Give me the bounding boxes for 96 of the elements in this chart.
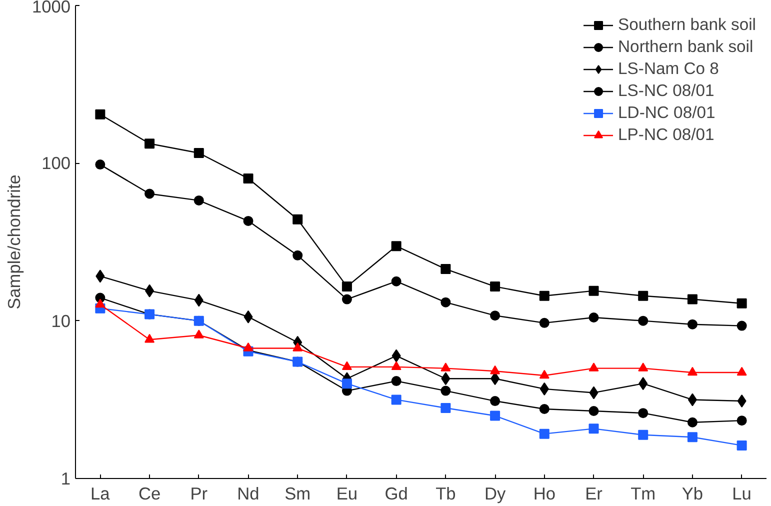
point — [539, 318, 550, 328]
point — [440, 386, 451, 396]
point — [144, 188, 155, 199]
point — [440, 362, 451, 372]
legend-label: LS-Nam Co 8 — [618, 59, 719, 79]
point — [490, 310, 500, 321]
x-tick-label: Sm — [284, 484, 311, 504]
x-tick-label: Ho — [533, 484, 556, 504]
point — [589, 386, 598, 400]
y-tick-label: 1000 — [32, 0, 71, 16]
x-tick-label: Tm — [630, 484, 656, 504]
point — [194, 195, 204, 206]
y-tick-label: 10 — [51, 310, 71, 331]
point — [342, 282, 352, 292]
point — [440, 264, 451, 274]
point — [194, 148, 204, 158]
legend-label: LS-NC 08/01 — [618, 81, 714, 101]
x-tick-label: La — [90, 484, 110, 504]
point — [638, 430, 648, 440]
y-tick-label: 100 — [42, 153, 71, 174]
point — [490, 365, 500, 374]
point — [342, 361, 352, 370]
point — [736, 298, 747, 308]
point — [243, 173, 254, 184]
point — [194, 294, 204, 307]
point — [292, 214, 303, 224]
point — [144, 334, 155, 343]
point — [292, 250, 303, 260]
point — [588, 424, 599, 434]
point — [391, 276, 402, 286]
x-tick-label: Nd — [237, 484, 260, 504]
x-tick-label: Ce — [138, 484, 161, 504]
point — [391, 241, 402, 252]
point — [638, 377, 648, 390]
point — [243, 342, 254, 352]
point — [638, 362, 648, 372]
point — [687, 319, 698, 330]
point — [95, 298, 106, 308]
point — [391, 376, 402, 386]
x-tick-label: Tb — [436, 484, 456, 504]
point — [737, 394, 746, 408]
legend-label: LP-NC 08/01 — [618, 125, 714, 145]
point — [687, 417, 698, 428]
point — [736, 320, 747, 331]
y-tick-label: 1 — [60, 468, 71, 488]
point — [588, 362, 599, 372]
point — [588, 286, 599, 296]
point — [244, 310, 253, 324]
point — [342, 294, 352, 304]
point — [440, 297, 451, 308]
x-tick-label: Gd — [384, 484, 408, 504]
point — [391, 361, 402, 370]
x-tick-label: Pr — [190, 484, 208, 504]
point — [688, 393, 697, 406]
legend-label: Northern bank soil — [618, 37, 754, 57]
x-tick-label: Er — [585, 484, 603, 504]
point — [638, 316, 648, 326]
point — [588, 406, 599, 416]
point — [638, 290, 648, 301]
y-axis-title: Sample/chondrite — [4, 174, 24, 310]
point — [145, 284, 154, 298]
point — [539, 290, 550, 301]
point — [392, 349, 401, 362]
point — [490, 372, 500, 386]
point — [539, 370, 550, 379]
point — [588, 312, 599, 322]
point — [736, 416, 747, 426]
point — [441, 372, 450, 386]
point — [687, 432, 698, 442]
point — [243, 216, 254, 226]
x-tick-label: Lu — [732, 484, 752, 504]
point — [736, 440, 747, 450]
point — [539, 428, 550, 439]
point — [540, 382, 549, 396]
point — [95, 109, 106, 120]
point — [736, 366, 747, 376]
point — [687, 294, 698, 304]
point — [96, 270, 105, 283]
legend-label: Southern bank soil — [618, 15, 756, 35]
point — [391, 394, 402, 405]
x-tick-label: Dy — [484, 484, 506, 504]
point — [144, 138, 155, 149]
point — [440, 403, 451, 413]
x-tick-label: Yb — [682, 484, 704, 504]
point — [490, 396, 500, 406]
point — [539, 404, 550, 414]
point — [490, 282, 500, 292]
point — [95, 160, 106, 170]
point — [638, 408, 648, 418]
point — [292, 342, 303, 352]
point — [342, 378, 352, 389]
point — [194, 330, 204, 338]
x-tick-label: Eu — [336, 484, 358, 504]
point — [490, 410, 500, 421]
legend-label: LD-NC 08/01 — [618, 103, 716, 123]
point — [687, 366, 698, 376]
